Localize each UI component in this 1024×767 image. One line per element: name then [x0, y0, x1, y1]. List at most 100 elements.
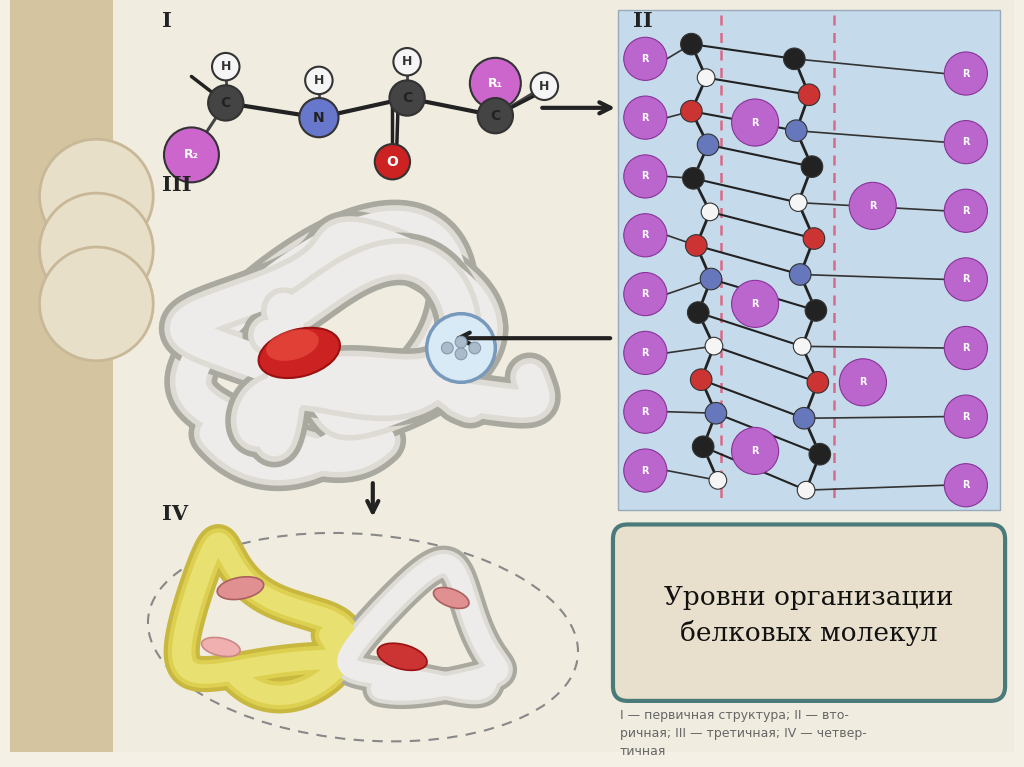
Ellipse shape	[433, 588, 469, 608]
Circle shape	[389, 81, 425, 116]
Text: R: R	[963, 275, 970, 285]
Text: R: R	[963, 343, 970, 353]
Circle shape	[530, 73, 558, 100]
Circle shape	[944, 189, 987, 232]
Circle shape	[944, 327, 987, 370]
Text: R: R	[642, 230, 649, 240]
Circle shape	[807, 371, 828, 393]
Circle shape	[624, 331, 667, 374]
Circle shape	[441, 342, 454, 354]
Circle shape	[944, 120, 987, 163]
Text: R: R	[963, 480, 970, 490]
Circle shape	[455, 336, 467, 348]
Ellipse shape	[266, 329, 318, 361]
Circle shape	[469, 342, 480, 354]
Circle shape	[685, 235, 708, 256]
Circle shape	[706, 403, 727, 424]
Text: I: I	[162, 12, 172, 31]
Text: I — первичная структура; II — вто-
ричная; III — третичная; IV — четвер-
тичная: I — первичная структура; II — вто- рична…	[620, 709, 866, 758]
Polygon shape	[113, 0, 1014, 752]
Circle shape	[785, 120, 807, 141]
Circle shape	[805, 300, 826, 321]
Polygon shape	[10, 0, 113, 752]
Circle shape	[624, 38, 667, 81]
Text: N: N	[313, 110, 325, 124]
Circle shape	[849, 183, 896, 229]
Circle shape	[944, 258, 987, 301]
Circle shape	[794, 407, 815, 429]
Circle shape	[40, 247, 154, 360]
Circle shape	[731, 427, 778, 475]
Circle shape	[624, 272, 667, 316]
Circle shape	[624, 96, 667, 139]
Text: H: H	[220, 60, 231, 73]
Text: IV: IV	[162, 504, 188, 524]
Text: R: R	[859, 377, 866, 387]
Text: R: R	[642, 113, 649, 123]
Circle shape	[624, 390, 667, 433]
Circle shape	[697, 69, 715, 87]
Circle shape	[731, 99, 778, 146]
Circle shape	[783, 48, 805, 70]
Circle shape	[790, 264, 811, 285]
Text: R: R	[963, 206, 970, 216]
Text: H: H	[313, 74, 324, 87]
Circle shape	[709, 472, 727, 489]
Text: R₁: R₁	[487, 77, 503, 90]
Circle shape	[798, 482, 815, 499]
Text: O: O	[386, 155, 398, 169]
Circle shape	[801, 156, 822, 177]
Text: R: R	[642, 172, 649, 182]
Circle shape	[690, 369, 712, 390]
Circle shape	[470, 58, 521, 109]
Text: R: R	[869, 201, 877, 211]
Text: R: R	[642, 348, 649, 358]
Text: R: R	[963, 68, 970, 78]
Text: C: C	[402, 91, 413, 105]
Ellipse shape	[217, 577, 264, 600]
Text: R: R	[963, 137, 970, 147]
Text: C: C	[220, 96, 230, 110]
Text: R: R	[752, 117, 759, 127]
Ellipse shape	[259, 328, 340, 378]
Circle shape	[700, 268, 722, 290]
Circle shape	[477, 98, 513, 133]
Text: R: R	[642, 54, 649, 64]
Circle shape	[681, 100, 702, 122]
Circle shape	[697, 134, 719, 156]
Circle shape	[809, 443, 830, 465]
Circle shape	[790, 194, 807, 212]
Circle shape	[164, 127, 219, 183]
Circle shape	[944, 52, 987, 95]
Ellipse shape	[202, 637, 240, 657]
Text: R: R	[642, 466, 649, 476]
Circle shape	[701, 203, 719, 221]
Circle shape	[624, 449, 667, 492]
Text: R: R	[752, 446, 759, 456]
FancyBboxPatch shape	[617, 10, 1000, 510]
Text: R: R	[642, 407, 649, 416]
Text: C: C	[490, 109, 501, 123]
Ellipse shape	[378, 644, 427, 670]
Circle shape	[375, 144, 410, 179]
Circle shape	[40, 193, 154, 307]
Circle shape	[687, 301, 709, 324]
Circle shape	[624, 155, 667, 198]
Circle shape	[208, 85, 244, 120]
Circle shape	[299, 98, 339, 137]
Circle shape	[681, 33, 702, 55]
Circle shape	[803, 228, 824, 249]
Circle shape	[305, 67, 333, 94]
Text: R: R	[963, 412, 970, 422]
Text: Уровни организации
белковых молекул: Уровни организации белковых молекул	[665, 585, 953, 647]
Circle shape	[706, 337, 723, 355]
Circle shape	[393, 48, 421, 75]
Text: R: R	[752, 299, 759, 309]
Circle shape	[683, 167, 705, 189]
Text: III: III	[162, 175, 191, 195]
Circle shape	[212, 53, 240, 81]
Circle shape	[944, 464, 987, 507]
Circle shape	[731, 281, 778, 328]
Circle shape	[794, 337, 811, 355]
Circle shape	[624, 214, 667, 257]
